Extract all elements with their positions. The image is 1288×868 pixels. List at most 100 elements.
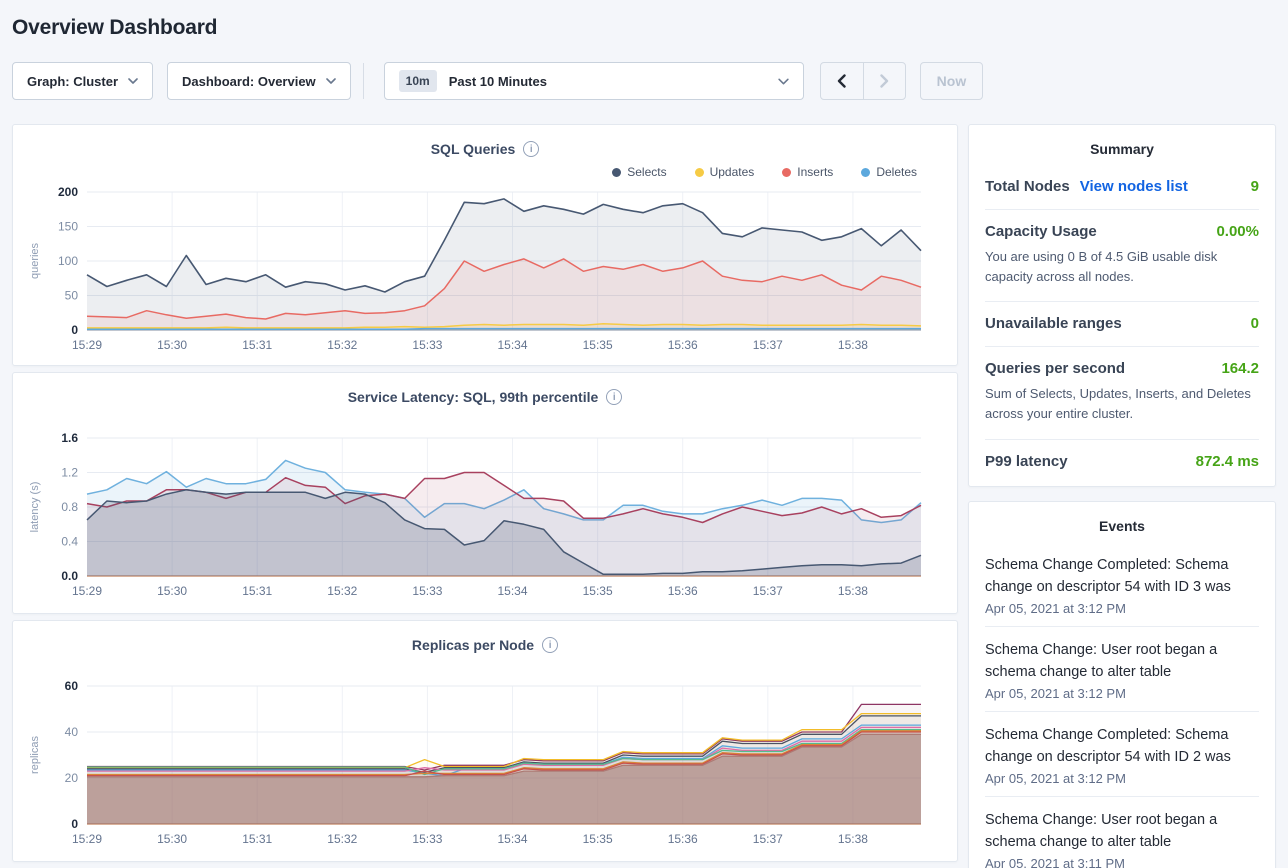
legend-item-inserts: Inserts bbox=[782, 165, 833, 179]
info-icon[interactable]: i bbox=[523, 141, 540, 157]
svg-text:15:31: 15:31 bbox=[242, 338, 272, 352]
event-timestamp: Apr 05, 2021 at 3:12 PM bbox=[985, 770, 1126, 786]
svg-text:queries: queries bbox=[29, 242, 41, 279]
summary-row: P99 latency 872.4 ms bbox=[985, 440, 1259, 484]
chart-title: Service Latency: SQL, 99th percentile bbox=[347, 389, 599, 405]
event-timestamp: Apr 05, 2021 at 3:12 PM bbox=[985, 600, 1126, 616]
svg-text:15:38: 15:38 bbox=[838, 338, 868, 352]
svg-text:15:34: 15:34 bbox=[497, 832, 527, 846]
chevron-down-icon bbox=[128, 78, 138, 84]
svg-text:15:37: 15:37 bbox=[753, 832, 783, 846]
svg-text:15:35: 15:35 bbox=[583, 832, 613, 846]
summary-row: Queries per second 164.2 Sum of Selects, U… bbox=[985, 347, 1259, 440]
svg-text:15:32: 15:32 bbox=[327, 338, 357, 352]
summary-title: Summary bbox=[1090, 141, 1154, 157]
replicas-per-node-chart[interactable]: 15:29 15:30 15:31 15:32 15:33 15:34 15:35 15:36… bbox=[23, 678, 947, 865]
svg-text:50: 50 bbox=[65, 289, 79, 303]
legend-item-selects: Selects bbox=[612, 165, 667, 179]
svg-text:15:29: 15:29 bbox=[72, 832, 102, 846]
svg-text:60: 60 bbox=[65, 679, 79, 693]
svg-text:150: 150 bbox=[58, 220, 78, 234]
event-message: Schema Change: User root began a schema … bbox=[985, 811, 1218, 850]
event-message: Schema Change Completed: Schema change o… bbox=[985, 556, 1231, 595]
time-range-nav bbox=[819, 62, 906, 100]
legend-dot-icon bbox=[861, 167, 871, 177]
chevron-right-icon bbox=[879, 74, 889, 88]
svg-text:15:30: 15:30 bbox=[157, 832, 187, 846]
svg-text:0.8: 0.8 bbox=[61, 500, 78, 514]
events-panel: Events Schema Change Completed: Schema c… bbox=[968, 500, 1276, 868]
summary-label: P99 latency bbox=[985, 452, 1068, 470]
dashboard-select-dropdown[interactable]: Dashboard: Overview bbox=[167, 62, 351, 100]
svg-text:0: 0 bbox=[71, 323, 78, 337]
summary-value: 164.2 bbox=[1221, 360, 1259, 378]
svg-text:15:34: 15:34 bbox=[497, 584, 527, 598]
svg-text:15:30: 15:30 bbox=[157, 338, 187, 352]
svg-text:1.6: 1.6 bbox=[61, 431, 78, 445]
chevron-left-icon bbox=[837, 74, 846, 88]
events-title: Events bbox=[1099, 517, 1145, 534]
service-latency-chart-card: Service Latency: SQL, 99th percentile i … bbox=[12, 372, 958, 614]
events-list: Schema Change Completed: Schema change o… bbox=[985, 542, 1259, 868]
sql-queries-chart[interactable]: 15:29 15:30 15:31 15:32 15:33 15:34 15:35 15:36… bbox=[23, 184, 947, 371]
view-nodes-list-link[interactable]: View nodes list bbox=[1079, 178, 1188, 195]
service-latency-chart[interactable]: 15:29 15:30 15:31 15:32 15:33 15:34 15:35 15:36… bbox=[23, 430, 947, 617]
svg-text:15:29: 15:29 bbox=[72, 584, 102, 598]
event-timestamp: Apr 05, 2021 at 3:11 PM bbox=[985, 855, 1125, 868]
dashboard-toolbar: Graph: Cluster Dashboard: Overview 10m P… bbox=[12, 62, 1276, 100]
summary-row: Unavailable ranges 0 bbox=[985, 302, 1259, 348]
info-icon[interactable]: i bbox=[606, 389, 623, 405]
charts-column: SQL Queries i Selects Updates Inserts Delet… bbox=[12, 124, 958, 862]
svg-text:0.0: 0.0 bbox=[61, 569, 78, 583]
summary-value: 0.00% bbox=[1216, 223, 1259, 240]
svg-text:15:32: 15:32 bbox=[327, 584, 357, 598]
graph-scope-dropdown[interactable]: Graph: Cluster bbox=[12, 62, 154, 100]
legend-item-deletes: Deletes bbox=[861, 165, 917, 179]
event-item: Schema Change Completed: Schema change o… bbox=[985, 712, 1259, 797]
summary-row: Capacity Usage 0.00% You are using 0 B of … bbox=[985, 210, 1259, 303]
summary-label: Unavailable ranges bbox=[985, 315, 1122, 333]
info-icon[interactable]: i bbox=[542, 637, 559, 653]
svg-text:15:38: 15:38 bbox=[838, 832, 868, 846]
summary-label: Capacity Usage bbox=[985, 223, 1097, 240]
time-range-dropdown[interactable]: 10m Past 10 Minutes bbox=[383, 62, 804, 100]
summary-value: 0 bbox=[1250, 315, 1259, 333]
svg-text:15:32: 15:32 bbox=[327, 832, 357, 846]
svg-text:15:30: 15:30 bbox=[157, 584, 187, 598]
summary-panel: Summary Total Nodes View nodes list 9 Capac… bbox=[968, 124, 1276, 487]
legend-item-updates: Updates bbox=[694, 165, 754, 179]
svg-text:0.4: 0.4 bbox=[61, 535, 78, 549]
event-item: Schema Change: User root began a schema … bbox=[985, 627, 1259, 712]
svg-text:replicas: replicas bbox=[29, 736, 41, 774]
sql-queries-chart-card: SQL Queries i Selects Updates Inserts Delet… bbox=[12, 124, 958, 366]
svg-text:15:35: 15:35 bbox=[583, 584, 613, 598]
summary-description: Sum of Selects, Updates, Inserts, and De… bbox=[985, 386, 1251, 422]
svg-text:200: 200 bbox=[58, 185, 78, 199]
summary-description: You are using 0 B of 4.5 GiB usable disk… bbox=[985, 249, 1218, 285]
svg-text:40: 40 bbox=[65, 725, 79, 739]
chevron-down-icon bbox=[325, 78, 336, 84]
svg-text:15:31: 15:31 bbox=[242, 584, 272, 598]
sidebar-column: Summary Total Nodes View nodes list 9 Capac… bbox=[968, 124, 1276, 868]
svg-text:0: 0 bbox=[71, 817, 78, 831]
svg-text:15:33: 15:33 bbox=[412, 832, 442, 846]
event-message: Schema Change Completed: Schema change o… bbox=[985, 726, 1231, 765]
time-back-button[interactable] bbox=[821, 63, 863, 99]
summary-value: 872.4 ms bbox=[1195, 452, 1259, 470]
legend-dot-icon bbox=[694, 167, 704, 177]
summary-label: Total Nodes bbox=[985, 178, 1070, 195]
svg-text:15:36: 15:36 bbox=[668, 338, 698, 352]
main-content: SQL Queries i Selects Updates Inserts Delet… bbox=[12, 124, 1276, 868]
legend-dot-icon bbox=[782, 167, 792, 177]
svg-text:15:36: 15:36 bbox=[668, 832, 698, 846]
now-button[interactable]: Now bbox=[919, 62, 984, 100]
time-range-label: Past 10 Minutes bbox=[448, 73, 547, 89]
time-forward-button[interactable] bbox=[862, 63, 905, 99]
svg-text:15:29: 15:29 bbox=[72, 338, 102, 352]
summary-label: Queries per second bbox=[985, 360, 1126, 378]
event-message: Schema Change: User root began a schema … bbox=[985, 641, 1218, 680]
svg-text:15:31: 15:31 bbox=[242, 832, 272, 846]
svg-text:latency (s): latency (s) bbox=[29, 482, 41, 533]
svg-text:15:37: 15:37 bbox=[753, 584, 783, 598]
